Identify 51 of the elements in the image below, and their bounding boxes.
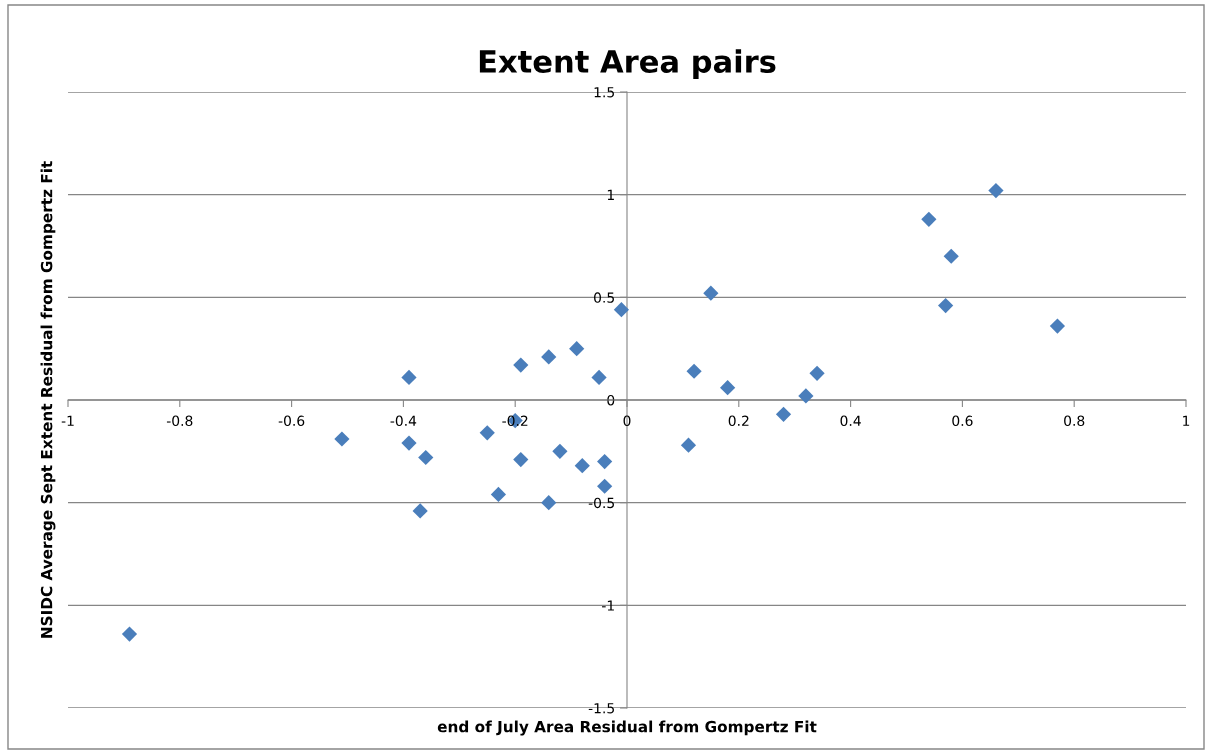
point	[1049, 318, 1066, 334]
point	[412, 503, 428, 519]
x-tick-label: 0	[623, 415, 631, 427]
y-tick-label: -1	[602, 600, 614, 611]
point	[775, 406, 792, 422]
point	[513, 451, 529, 468]
x-tick-label: 0.6	[952, 415, 973, 427]
x-tick-label: 1	[1183, 415, 1190, 426]
x-tick-label: 0.4	[840, 415, 861, 427]
point	[943, 248, 959, 264]
point	[988, 182, 1004, 199]
y-tick-label: -1.5	[588, 703, 614, 714]
point	[541, 495, 557, 511]
point	[938, 297, 954, 314]
point	[541, 349, 557, 365]
chart-title: Extent Area pairs	[479, 49, 776, 79]
point	[597, 478, 613, 494]
point	[401, 369, 417, 386]
point	[401, 435, 417, 451]
point	[479, 425, 495, 441]
y-tick-label: 0	[607, 394, 615, 406]
point	[334, 431, 350, 447]
point	[591, 369, 607, 386]
x-tick-label: 0.2	[728, 415, 749, 427]
point	[513, 357, 529, 373]
x-tick-label: 0.8	[1064, 415, 1085, 427]
y-tick-label: 0.5	[594, 292, 614, 303]
x-axis-title: end of July Area Residual from Gompertz Fit	[437, 720, 817, 736]
point	[418, 449, 434, 466]
y-tick-label: -0.5	[588, 497, 614, 509]
point	[680, 437, 697, 453]
x-tick-label: -1	[61, 415, 74, 426]
y-axis-title: NSIDC Average Sept Extent Residual from Gompertz Fit	[40, 161, 56, 638]
point	[490, 486, 507, 503]
point	[613, 302, 630, 318]
point	[809, 365, 825, 381]
point	[552, 443, 568, 459]
point	[798, 388, 814, 404]
point	[597, 453, 613, 470]
x-tick-label: -0.8	[166, 415, 193, 427]
point	[569, 341, 585, 357]
point	[121, 626, 138, 642]
x-tick-label: -0.6	[278, 415, 305, 427]
point	[703, 285, 719, 301]
x-tick-label: -0.4	[390, 415, 417, 427]
y-tick-label: 1	[607, 189, 614, 200]
point	[686, 363, 702, 379]
y-tick-label: 1.5	[594, 87, 614, 98]
point	[720, 380, 736, 396]
point	[574, 458, 590, 474]
point	[921, 211, 937, 227]
